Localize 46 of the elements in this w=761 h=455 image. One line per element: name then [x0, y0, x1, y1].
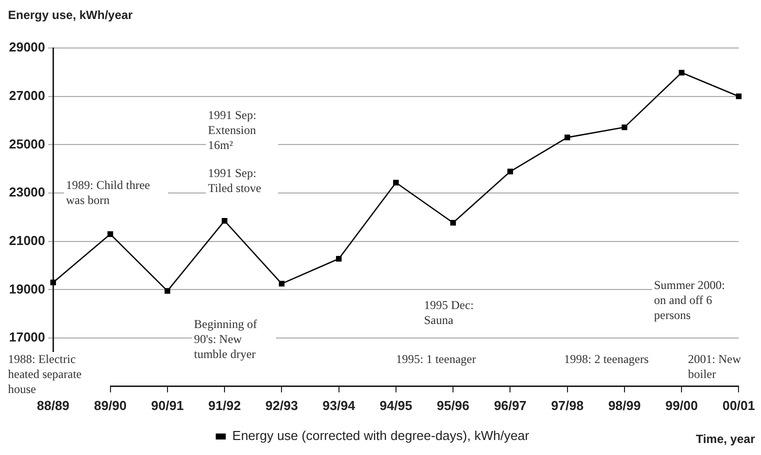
- y-axis-title: Energy use, kWh/year: [8, 8, 133, 22]
- annotation: 1989: Child three was born: [64, 178, 168, 208]
- point: [622, 124, 628, 130]
- x-tick-label: 90/91: [151, 398, 184, 413]
- y-tick-label: 21000: [8, 232, 46, 248]
- annotation: 1991 Sep: Extension 16m²: [206, 108, 278, 153]
- point: [164, 288, 170, 294]
- annotation: 1991 Sep: Tiled stove: [206, 166, 278, 196]
- x-tick-label: 98/99: [608, 398, 641, 413]
- y-tick-label: 25000: [8, 136, 46, 152]
- x-axis-title: Time, year: [696, 432, 755, 446]
- x-tick-label: 96/97: [494, 398, 526, 413]
- annotation: 2001: New boiler: [686, 352, 761, 382]
- annotation: 1995: 1 teenager: [394, 352, 508, 367]
- point: [107, 231, 114, 237]
- x-tick-label: 94/95: [380, 398, 412, 413]
- annotation: Summer 2000: on and off 6 persons: [652, 278, 740, 323]
- point: [678, 70, 684, 76]
- point: [564, 134, 570, 140]
- annotation: 1998: 2 teenagers: [562, 352, 676, 367]
- x-tick-label: 99/00: [665, 398, 698, 413]
- annotation: 1988: Electric heated separate house: [6, 352, 110, 397]
- y-tick-label: 29000: [8, 40, 46, 55]
- point: [507, 168, 514, 174]
- x-tick-label: 92/93: [265, 398, 298, 413]
- y-tick-label: 23000: [8, 184, 46, 200]
- x-tick-label: 89/90: [94, 398, 127, 413]
- y-tick-label: 19000: [8, 281, 46, 296]
- x-tick-label: 00/01: [722, 398, 756, 413]
- point: [450, 220, 456, 226]
- point: [736, 94, 742, 100]
- legend-label: Energy use (corrected with degree-days), kWh/year: [232, 428, 530, 444]
- point: [50, 280, 56, 286]
- y-tick-label: 27000: [8, 88, 46, 103]
- x-tick-label: 95/96: [436, 398, 470, 413]
- x-tick-label: 91/92: [208, 398, 241, 413]
- x-tick-label: 88/89: [36, 398, 70, 413]
- x-tick-label: 93/94: [322, 398, 356, 413]
- annotation: 1995 Dec: Sauna: [422, 298, 488, 328]
- point: [278, 280, 285, 286]
- point: [393, 180, 399, 186]
- x-tick-label: 97/98: [551, 398, 584, 413]
- annotation: Beginning of 90's: New tumble dryer: [192, 317, 276, 362]
- point: [222, 218, 228, 224]
- y-tick-label: 17000: [8, 330, 46, 345]
- point: [336, 256, 342, 262]
